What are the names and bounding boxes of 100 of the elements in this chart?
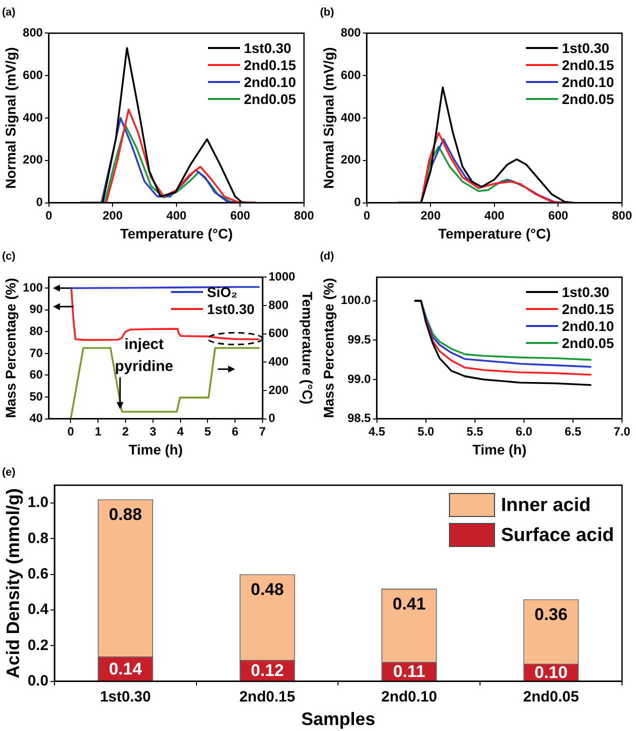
y-tick-label: 40 bbox=[29, 411, 44, 426]
x-tick-label: 5 bbox=[204, 424, 212, 438]
y2-tick-label: 400 bbox=[268, 354, 289, 368]
legend-label: 2nd0.10 bbox=[244, 74, 296, 90]
y-tick-label: 0 bbox=[354, 195, 362, 210]
x-tick-label: 5.5 bbox=[466, 424, 484, 438]
x-tick-label: 7.0 bbox=[614, 424, 631, 438]
x-tick-label: 200 bbox=[102, 208, 123, 222]
y2-axis-title: Temperature (°C) bbox=[300, 292, 316, 404]
x-tick-label: 6 bbox=[232, 424, 239, 438]
y-tick-label: 99.5 bbox=[347, 332, 372, 346]
x-tick-label: 6.0 bbox=[516, 424, 533, 438]
chart-title: (e) bbox=[2, 466, 16, 479]
x-axis-title: Samples bbox=[301, 709, 376, 730]
chart-title: (b) bbox=[320, 6, 334, 19]
y-tick-label: 600 bbox=[22, 68, 44, 82]
y2-tick-label: 600 bbox=[268, 326, 289, 340]
y-tick-label: 100.0 bbox=[340, 293, 372, 308]
x-axis-title: Time (h) bbox=[128, 441, 183, 458]
legend-label: 1st0.30 bbox=[562, 284, 610, 300]
legend-label: 2nd0.15 bbox=[562, 301, 614, 318]
data-label: 0.11 bbox=[393, 662, 426, 682]
chart-title: (a) bbox=[2, 6, 16, 19]
y-tick-label: 70 bbox=[29, 346, 44, 360]
y-tick-label: 0.8 bbox=[28, 530, 48, 547]
chart-title: (c) bbox=[2, 250, 16, 263]
y-tick-label: 800 bbox=[340, 26, 362, 40]
legend-label: 2nd0.15 bbox=[244, 57, 296, 74]
x-tick-label: 2nd0.10 bbox=[381, 688, 438, 706]
y-tick-label: 100 bbox=[22, 280, 44, 294]
legend-label: 1st0.30 bbox=[207, 301, 255, 318]
y2-tick-label: 800 bbox=[268, 298, 289, 312]
y-tick-label: 600 bbox=[340, 68, 362, 82]
x-tick-label: 4 bbox=[176, 424, 184, 438]
x-tick-label: 1st0.30 bbox=[100, 688, 151, 706]
x-tick-label: 800 bbox=[294, 208, 314, 222]
legend-label: 2nd0.10 bbox=[562, 74, 614, 90]
x-tick-label: 3 bbox=[150, 424, 157, 438]
data-label: 0.12 bbox=[250, 661, 284, 680]
y2-tick-label: 0 bbox=[268, 411, 276, 426]
x-axis-title: Temperature (°C) bbox=[438, 225, 551, 242]
data-label: 0.48 bbox=[250, 580, 284, 600]
x-tick-label: 600 bbox=[230, 208, 251, 222]
y-tick-label: 90 bbox=[29, 302, 44, 316]
legend-label: 2nd0.05 bbox=[244, 91, 296, 108]
y-tick-label: 0.4 bbox=[28, 601, 50, 618]
y-tick-label: 200 bbox=[22, 152, 44, 167]
y-tick-label: 400 bbox=[340, 110, 362, 124]
legend-label: 1st0.30 bbox=[244, 40, 292, 56]
data-label: 0.36 bbox=[534, 605, 568, 624]
x-tick-label: 600 bbox=[548, 208, 569, 222]
y-axis-title: Normal Signal (mV/g) bbox=[2, 47, 18, 189]
legend-label: 2nd0.05 bbox=[562, 91, 614, 108]
x-tick-label: 400 bbox=[166, 208, 187, 222]
y-axis-title: Mass Percentage (%) bbox=[320, 278, 336, 418]
y-tick-label: 0.0 bbox=[28, 672, 48, 690]
x-tick-label: 2nd0.05 bbox=[523, 688, 579, 706]
x-tick-label: 0 bbox=[67, 424, 74, 438]
y-tick-label: 0.2 bbox=[28, 636, 48, 654]
legend-label: 2nd0.05 bbox=[562, 335, 614, 352]
data-label: 0.14 bbox=[108, 659, 142, 678]
x-tick-label: 5.0 bbox=[418, 424, 435, 438]
data-label: 0.88 bbox=[108, 505, 142, 524]
legend-label: Inner acid bbox=[501, 494, 591, 516]
x-tick-label: 2 bbox=[122, 424, 130, 438]
chart-title: (d) bbox=[320, 250, 334, 263]
y-tick-label: 200 bbox=[340, 152, 362, 167]
legend-label: 2nd0.15 bbox=[562, 57, 614, 74]
x-axis-title: Temperature (°C) bbox=[120, 225, 233, 242]
data-label: 0.10 bbox=[534, 662, 568, 682]
annotation: inject pyridine bbox=[114, 336, 174, 376]
x-tick-label: 800 bbox=[612, 208, 632, 222]
y-tick-label: 98.5 bbox=[347, 411, 372, 426]
legend-label: 1st0.30 bbox=[562, 40, 610, 56]
legend-label: SiO₂ bbox=[207, 284, 238, 300]
x-tick-label: 7 bbox=[259, 424, 266, 438]
data-label: 0.41 bbox=[392, 594, 426, 614]
y-tick-label: 80 bbox=[29, 324, 44, 338]
y-tick-label: 800 bbox=[22, 26, 44, 40]
x-axis-title: Time (h) bbox=[472, 441, 527, 458]
x-tick-label: 200 bbox=[420, 208, 441, 222]
legend-label: 2nd0.10 bbox=[562, 318, 614, 334]
y-tick-label: 50 bbox=[29, 389, 44, 404]
y-axis-title: Mass Percentage (%) bbox=[2, 278, 18, 418]
y-tick-label: 400 bbox=[22, 110, 44, 124]
y-axis-title: Normal Signal (mV/g) bbox=[320, 47, 336, 189]
legend-label: Surface acid bbox=[501, 524, 614, 546]
y-tick-label: 0 bbox=[36, 195, 44, 210]
y2-tick-label: 200 bbox=[268, 382, 289, 397]
y-tick-label: 99.0 bbox=[347, 372, 372, 386]
x-tick-label: 2nd0.15 bbox=[239, 688, 296, 706]
x-tick-label: 4.5 bbox=[368, 424, 386, 438]
y-tick-label: 60 bbox=[29, 368, 44, 382]
y2-tick-label: 1000 bbox=[268, 270, 296, 284]
y-tick-label: 1.0 bbox=[28, 494, 48, 512]
x-tick-label: 6.5 bbox=[564, 424, 582, 438]
x-tick-label: 1 bbox=[94, 424, 102, 438]
y-axis-title: Acid Density (mmol/g) bbox=[2, 488, 23, 678]
x-tick-label: 400 bbox=[484, 208, 505, 222]
y-tick-label: 0.6 bbox=[28, 566, 48, 583]
